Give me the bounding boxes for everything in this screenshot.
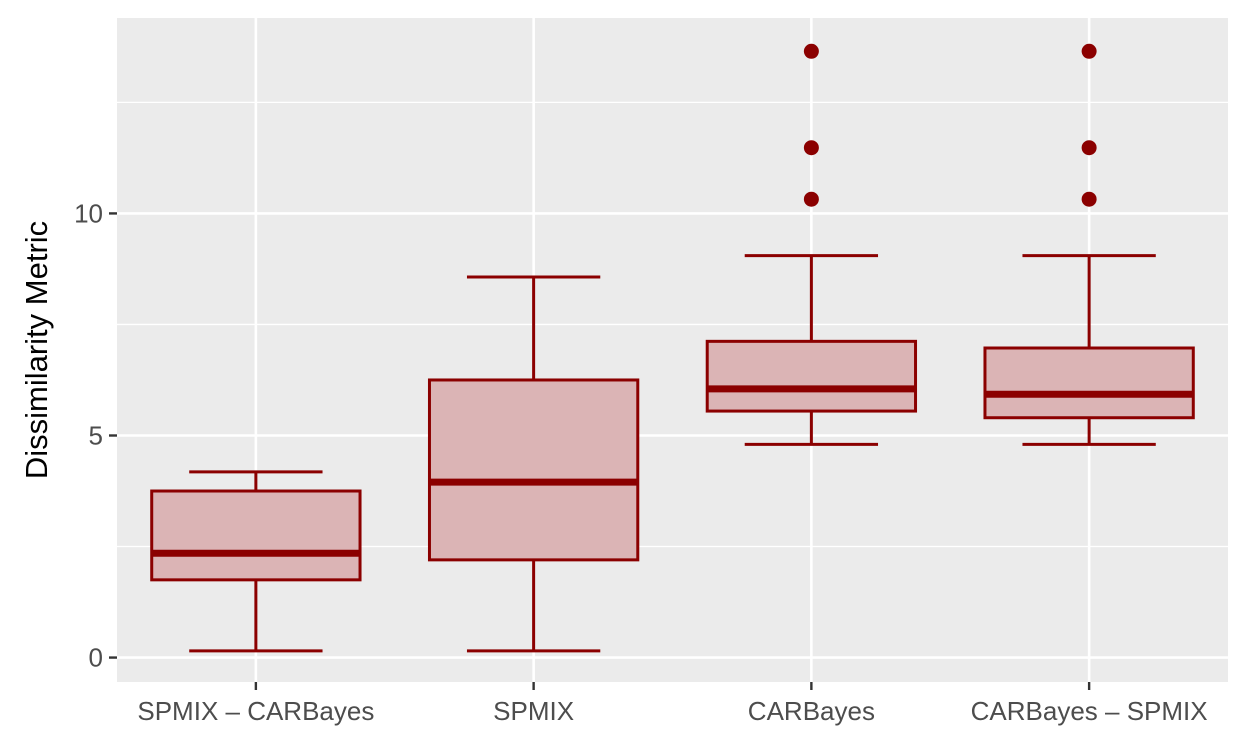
outlier-point: [1081, 191, 1097, 207]
box-group: [427, 275, 640, 653]
box-group: [983, 43, 1195, 446]
outlier-point: [803, 191, 819, 207]
outlier-point: [1081, 43, 1097, 59]
box-group: [150, 470, 362, 653]
boxes: [150, 43, 1195, 653]
x-tick-label: SPMIX: [493, 696, 574, 726]
iqr-box: [983, 346, 1195, 420]
y-axis: 0 5 10: [74, 198, 117, 673]
y-tick-label: 0: [89, 643, 103, 673]
x-tick-label: CARBayes – SPMIX: [971, 696, 1208, 726]
x-axis: SPMIX – CARBayes SPMIX CARBayes CARBayes – …: [137, 682, 1208, 726]
y-tick-label: 5: [89, 420, 103, 450]
outlier-point: [1081, 140, 1097, 156]
y-tick-label: 10: [74, 198, 103, 228]
iqr-box: [427, 378, 640, 562]
y-axis-title: Dissimilarity Metric: [19, 221, 54, 479]
x-tick-label: CARBayes: [748, 696, 875, 726]
iqr-box: [705, 339, 918, 413]
outlier-point: [803, 140, 819, 156]
x-tick-label: SPMIX – CARBayes: [137, 696, 374, 726]
iqr-box: [150, 489, 362, 582]
outlier-point: [803, 43, 819, 59]
box-group: [705, 43, 918, 446]
